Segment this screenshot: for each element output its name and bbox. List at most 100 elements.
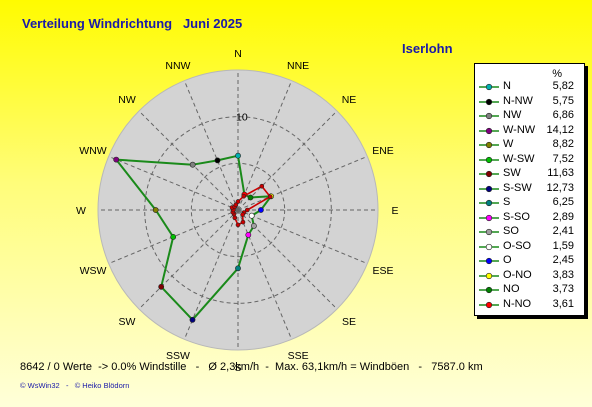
legend-label: NW <box>503 109 522 121</box>
legend-value: 2,41 <box>552 225 574 237</box>
direction-label-w: W <box>76 205 86 217</box>
legend-marker-icon <box>479 141 499 149</box>
legend-entry: N 5,82 <box>475 79 584 94</box>
legend-entry: S-SW 12,73 <box>475 181 584 196</box>
spoke-sse <box>237 209 293 340</box>
series-0-point-wsw <box>170 233 177 240</box>
spoke-nw <box>138 110 239 211</box>
series-1-point-s <box>235 222 241 228</box>
spoke-sw <box>138 209 239 310</box>
footer-stats: 8642 / 0 Werte -> 0.0% Windstille - Ø 2,… <box>20 361 483 373</box>
series-0-point-e <box>257 207 264 213</box>
legend-value: 3,73 <box>552 283 574 295</box>
legend-label: S-SW <box>503 181 532 194</box>
legend-value: 12,73 <box>546 181 574 194</box>
spoke-ene <box>237 155 368 211</box>
direction-label-wsw: WSW <box>80 265 107 277</box>
legend-label: O <box>503 254 512 266</box>
legend-label: W <box>503 138 514 150</box>
legend-unit: % <box>552 68 562 80</box>
legend-marker-icon <box>479 112 499 120</box>
direction-label-s: S <box>234 362 241 374</box>
legend-entry: N-NO 3,61 <box>475 297 584 312</box>
legend-label: N-NW <box>503 94 533 107</box>
legend-marker-icon <box>479 98 499 105</box>
series-0-point-wnw <box>113 156 120 163</box>
series-1-point-ne <box>259 183 265 189</box>
series-0-point-ne <box>247 194 254 201</box>
legend-marker-icon <box>479 286 499 294</box>
legend-label: O-NO <box>503 268 532 281</box>
legend-marker-icon <box>479 170 499 178</box>
series-1-point-e <box>245 207 250 213</box>
legend-marker-icon <box>479 214 499 221</box>
station-name: Iserlohn <box>402 41 453 56</box>
direction-label-sse: SSE <box>288 350 309 362</box>
legend-label: O-SO <box>503 239 532 252</box>
legend-value: 1,59 <box>552 239 574 252</box>
legend-entry: O-SO 1,59 <box>475 239 584 254</box>
direction-label-wnw: WNW <box>79 145 106 157</box>
legend-value: 11,63 <box>547 167 574 179</box>
series-0-point-sse <box>245 231 252 238</box>
direction-label-ne: NE <box>342 94 357 106</box>
legend-marker-icon <box>479 228 499 236</box>
legend-value: 5,82 <box>552 80 574 92</box>
spoke-ne <box>237 110 338 211</box>
spoke-wsw <box>108 209 239 265</box>
series-0-point-w <box>152 207 159 213</box>
direction-label-sw: SW <box>119 316 136 328</box>
legend-entry: W-NW 14,12 <box>475 123 584 138</box>
legend: % N 5,82 N-NW 5,75 NW 6,86 W-NW 14,12 W 8,82 W-SW 7… <box>474 63 585 316</box>
series-1-point-n <box>235 199 241 204</box>
series-1-point-nnw <box>233 202 239 208</box>
spoke-nne <box>237 80 293 211</box>
legend-value: 3,61 <box>552 297 574 310</box>
legend-entry: N-NW 5,75 <box>475 94 584 109</box>
copyright-text: © WsWin32 - © Heiko Blödorn <box>20 381 130 390</box>
legend-marker-icon <box>479 83 499 91</box>
legend-value: 6,25 <box>552 196 574 208</box>
legend-label: W-NW <box>503 123 536 136</box>
direction-label-ene: ENE <box>372 145 394 157</box>
legend-marker-icon <box>479 257 499 265</box>
legend-entry: NW 6,86 <box>475 108 584 123</box>
legend-label: SW <box>503 167 521 179</box>
legend-value: 6,86 <box>552 109 574 121</box>
legend-value: 2,89 <box>552 210 574 223</box>
legend-marker-icon <box>479 243 499 250</box>
series-1-point-ssw <box>232 215 238 221</box>
legend-label: S-SO <box>503 210 530 223</box>
legend-marker-icon <box>479 127 499 134</box>
direction-label-ssw: SSW <box>166 350 190 362</box>
series-1-point-ene <box>267 194 273 199</box>
legend-label: N-NO <box>503 297 532 310</box>
legend-entry: NO 3,73 <box>475 282 584 297</box>
legend-label: NO <box>503 283 520 295</box>
direction-label-ese: ESE <box>372 265 393 277</box>
series-1-point-se <box>240 212 245 217</box>
series-0-point-ese <box>248 212 255 219</box>
legend-entry: S 6,25 <box>475 195 584 210</box>
legend-entry: W-SW 7,52 <box>475 152 584 167</box>
legend-value: 3,83 <box>552 268 574 281</box>
legend-label: S <box>503 196 511 208</box>
series-0-point-sw <box>158 283 165 290</box>
legend-entry: W 8,82 <box>475 137 584 152</box>
series-0-point-n <box>235 152 241 159</box>
legend-value: 14,12 <box>546 123 574 136</box>
ring-5 <box>190 162 286 258</box>
legend-label: N <box>503 80 511 92</box>
series-1-point-sse <box>240 219 246 225</box>
direction-label-e: E <box>391 205 398 217</box>
series-1-point-nne <box>241 193 246 199</box>
legend-label: SO <box>503 225 519 237</box>
series-0-point-ssw <box>189 316 196 323</box>
legend-label: W-SW <box>503 152 535 165</box>
legend-entry: O-NO 3,83 <box>475 268 584 283</box>
legend-marker-icon <box>479 301 499 308</box>
legend-entry: S-SO 2,89 <box>475 210 584 225</box>
legend-entry: SO 2,41 <box>475 224 584 239</box>
